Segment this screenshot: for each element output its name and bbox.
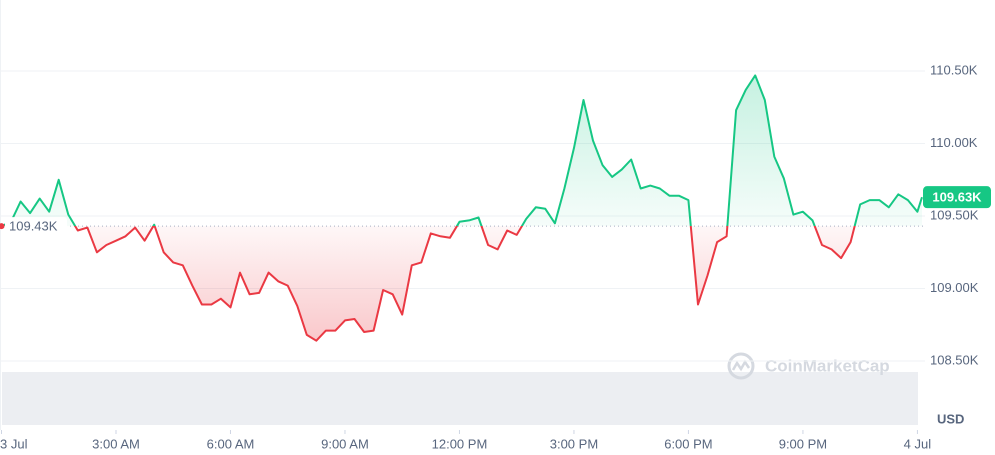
baseline-label-bg	[5, 217, 67, 236]
baseline-label: 109.43K	[9, 219, 58, 234]
current-price-tag	[923, 186, 991, 209]
x-tick-label: 12:00 PM	[432, 436, 488, 451]
watermark-text: CoinMarketCap	[765, 356, 890, 375]
x-tick-label: 6:00 PM	[664, 436, 712, 451]
x-tick-label: 4 Jul	[904, 436, 932, 451]
x-tick-label: 3 Jul	[0, 436, 28, 451]
x-tick-label: 3:00 AM	[92, 436, 140, 451]
area	[1, 75, 922, 341]
volume-band	[2, 372, 918, 425]
y-tick-label: 109.50K	[930, 207, 979, 222]
currency-label: USD	[937, 411, 964, 426]
y-tick-label: 110.50K	[930, 62, 978, 77]
x-tick-label: 9:00 AM	[321, 436, 369, 451]
baseline-dot	[0, 223, 5, 230]
current-price-label: 109.63K	[932, 190, 982, 205]
x-tick-label: 9:00 PM	[779, 436, 827, 451]
y-tick-label: 108.50K	[930, 352, 979, 367]
x-tick-label: 3:00 PM	[550, 436, 598, 451]
y-tick-label: 110.00K	[930, 135, 978, 150]
y-tick-label: 109.00K	[930, 280, 979, 295]
price-line	[1, 74, 923, 342]
x-tick-label: 6:00 AM	[207, 436, 255, 451]
